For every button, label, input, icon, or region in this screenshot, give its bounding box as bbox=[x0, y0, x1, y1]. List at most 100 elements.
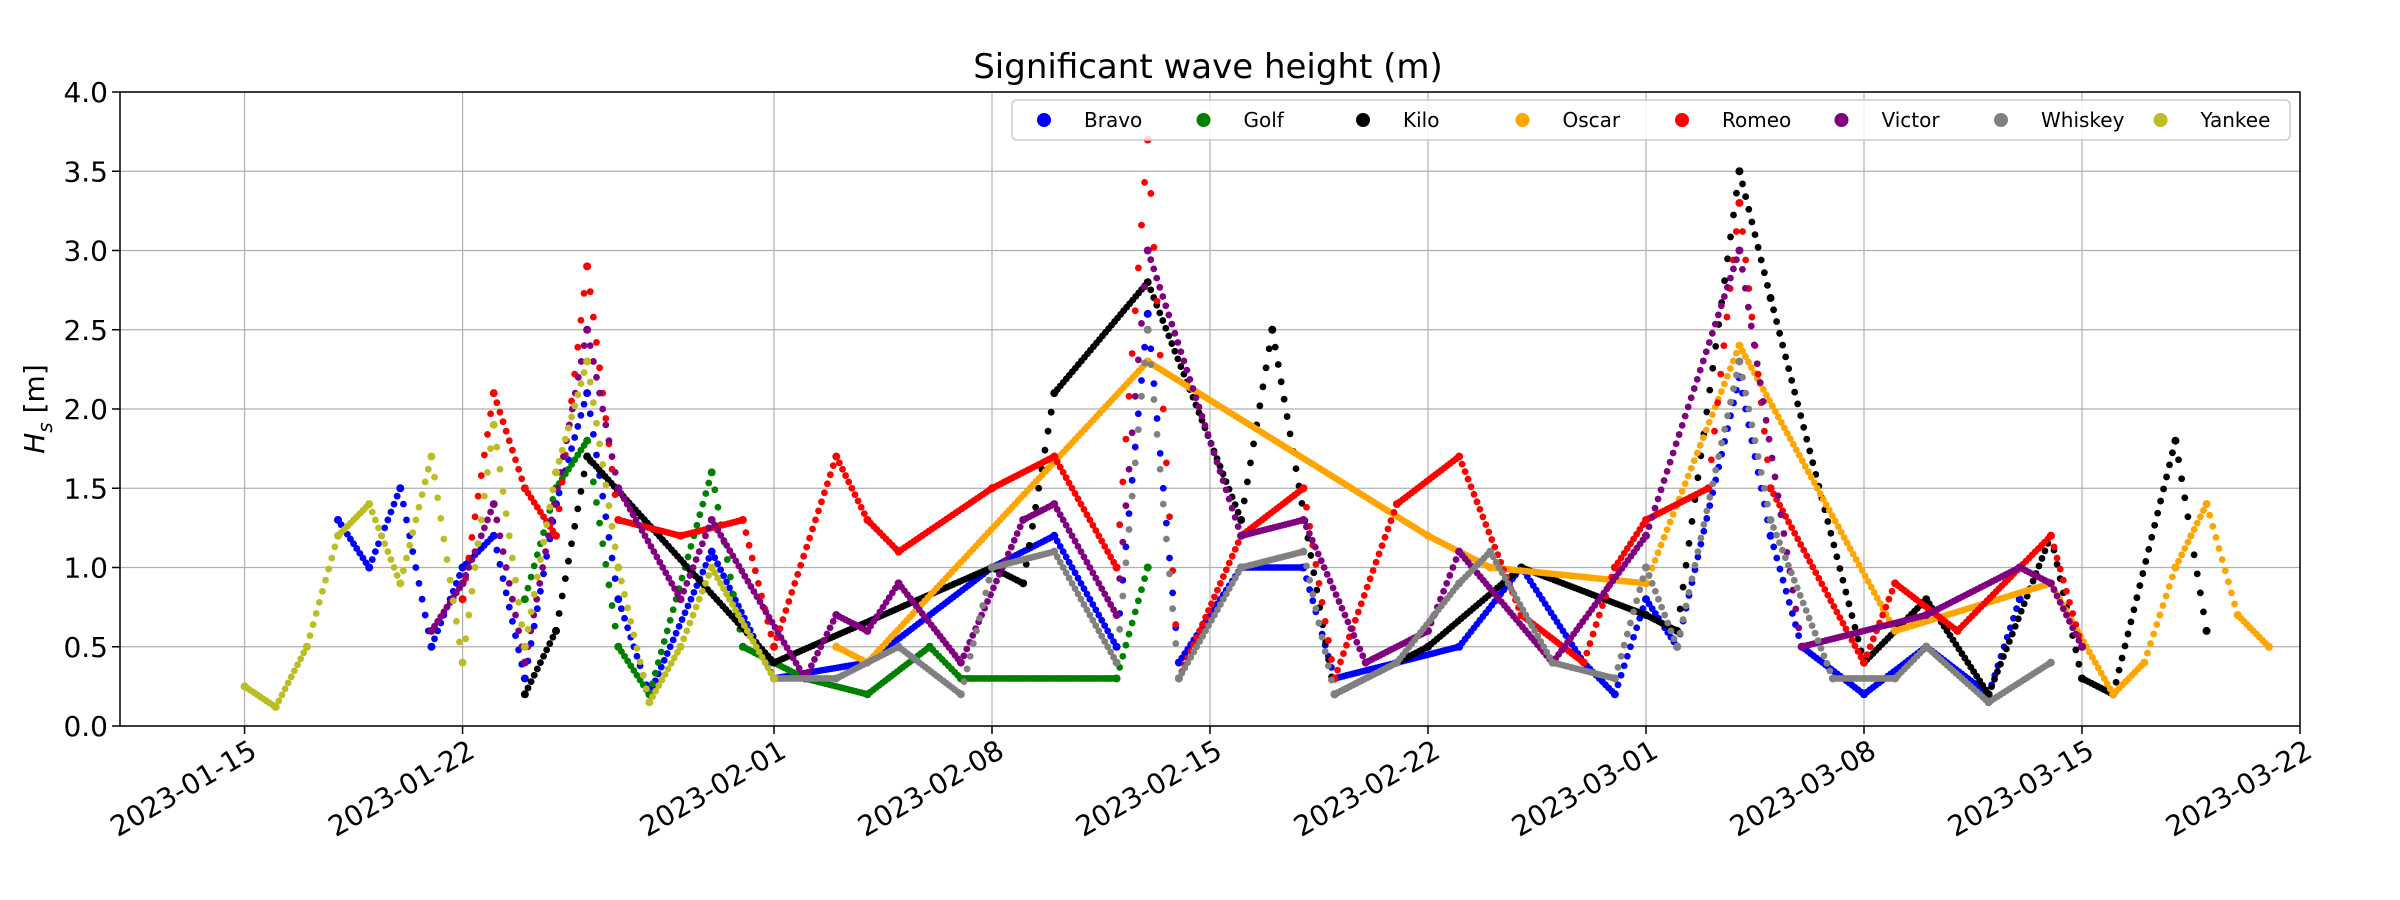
data-point-whiskey bbox=[1507, 585, 1515, 593]
data-point-kilo bbox=[546, 640, 554, 647]
data-point-romeo bbox=[1153, 297, 1161, 305]
data-point-golf bbox=[540, 529, 547, 537]
data-point-victor bbox=[804, 668, 812, 676]
data-point-bravo bbox=[1166, 554, 1173, 562]
data-point-whiskey bbox=[1633, 597, 1641, 605]
data-point-bravo bbox=[1782, 587, 1790, 595]
data-point-bravo bbox=[1147, 345, 1155, 353]
data-point-whiskey bbox=[1110, 653, 1118, 661]
data-point-golf bbox=[524, 584, 532, 592]
data-point-oscar bbox=[2196, 513, 2204, 521]
data-point-kilo bbox=[1044, 427, 1052, 435]
data-point-romeo bbox=[1222, 566, 1230, 574]
data-point-romeo bbox=[574, 343, 582, 351]
data-point-kilo bbox=[2000, 653, 2007, 660]
data-point-victor bbox=[1669, 449, 1677, 457]
data-point-victor bbox=[1720, 293, 1728, 300]
data-point-whiskey bbox=[1724, 412, 1731, 420]
data-point-yankee bbox=[396, 579, 405, 588]
data-point-victor bbox=[1228, 504, 1236, 512]
data-point-romeo bbox=[1351, 616, 1359, 624]
data-point-whiskey bbox=[1098, 632, 1106, 640]
data-point-kilo bbox=[1845, 600, 1853, 608]
data-point-kilo bbox=[1234, 508, 1242, 516]
data-point-bravo bbox=[393, 492, 401, 500]
data-point-victor bbox=[1639, 536, 1647, 544]
data-point-yankee bbox=[269, 701, 276, 709]
data-point-victor bbox=[683, 579, 691, 587]
data-point-romeo bbox=[806, 534, 813, 542]
data-point-kilo bbox=[1262, 364, 1270, 372]
data-point-victor bbox=[1338, 604, 1346, 612]
y-tick-label: 0.5 bbox=[63, 631, 108, 664]
data-point-yankee bbox=[281, 685, 289, 693]
data-point-kilo bbox=[1764, 281, 1771, 289]
data-point-romeo bbox=[509, 446, 516, 454]
data-point-whiskey bbox=[1745, 405, 1753, 413]
data-point-romeo bbox=[489, 389, 498, 398]
data-point-romeo bbox=[1830, 602, 1838, 610]
data-point-romeo bbox=[770, 642, 778, 651]
data-point-kilo bbox=[2020, 600, 2028, 608]
data-point-golf bbox=[1119, 652, 1127, 660]
data-point-victor bbox=[1086, 564, 1094, 571]
data-point-whiskey bbox=[1205, 622, 1212, 630]
data-point-whiskey bbox=[1214, 606, 1221, 614]
data-point-oscar bbox=[1723, 372, 1731, 380]
data-point-oscar bbox=[2224, 578, 2232, 586]
data-point-kilo bbox=[2145, 545, 2153, 553]
data-point-kilo bbox=[2072, 646, 2080, 654]
data-point-whiskey bbox=[1670, 635, 1678, 643]
data-point-romeo bbox=[1077, 500, 1085, 508]
data-point-romeo bbox=[487, 410, 494, 418]
data-point-victor bbox=[650, 548, 658, 556]
data-point-romeo bbox=[2044, 535, 2052, 543]
data-point-kilo bbox=[1791, 388, 1799, 396]
data-point-victor bbox=[1068, 532, 1076, 540]
data-point-oscar bbox=[2228, 589, 2235, 597]
data-point-yankee bbox=[533, 573, 541, 581]
data-point-romeo bbox=[1166, 513, 1173, 521]
data-point-yankee bbox=[761, 659, 769, 666]
data-point-oscar bbox=[1768, 402, 1776, 410]
data-point-bravo bbox=[1138, 377, 1145, 384]
data-point-whiskey bbox=[1525, 616, 1533, 624]
data-point-bravo bbox=[427, 642, 436, 651]
data-point-victor bbox=[1095, 579, 1103, 587]
data-point-victor bbox=[1062, 521, 1070, 529]
data-point-whiskey bbox=[1101, 638, 1109, 645]
data-point-victor bbox=[811, 656, 818, 663]
data-point-bravo bbox=[1083, 590, 1091, 598]
data-point-golf bbox=[678, 574, 686, 582]
data-point-romeo bbox=[823, 480, 831, 488]
data-point-yankee bbox=[291, 667, 298, 675]
data-point-whiskey bbox=[1303, 562, 1310, 570]
data-point-whiskey bbox=[1390, 660, 1398, 668]
data-point-victor bbox=[1147, 256, 1155, 264]
data-point-bravo bbox=[1053, 537, 1061, 545]
y-tick-label: 1.5 bbox=[63, 472, 108, 505]
y-axis-label-subscript: s bbox=[33, 422, 57, 432]
data-point-victor bbox=[1198, 412, 1206, 420]
data-point-victor bbox=[2069, 624, 2077, 632]
data-point-romeo bbox=[586, 288, 594, 296]
data-point-romeo bbox=[602, 415, 610, 422]
data-point-kilo bbox=[2118, 654, 2126, 662]
data-point-whiskey bbox=[892, 644, 900, 652]
data-point-romeo bbox=[505, 437, 513, 445]
data-point-kilo bbox=[2181, 494, 2189, 502]
data-point-oscar bbox=[2091, 659, 2099, 666]
data-point-golf bbox=[1131, 608, 1139, 616]
data-point-whiskey bbox=[1706, 493, 1714, 501]
data-point-victor bbox=[593, 373, 600, 381]
data-point-victor bbox=[1344, 618, 1352, 626]
data-point-whiskey bbox=[1620, 641, 1628, 649]
data-point-whiskey bbox=[1166, 570, 1173, 578]
data-point-yankee bbox=[527, 608, 535, 616]
data-point-victor bbox=[892, 584, 899, 592]
data-point-yankee bbox=[723, 590, 730, 598]
data-point-yankee bbox=[275, 697, 283, 705]
data-point-yankee bbox=[670, 654, 678, 662]
data-point-kilo bbox=[1159, 317, 1167, 324]
data-point-yankee bbox=[393, 572, 401, 579]
